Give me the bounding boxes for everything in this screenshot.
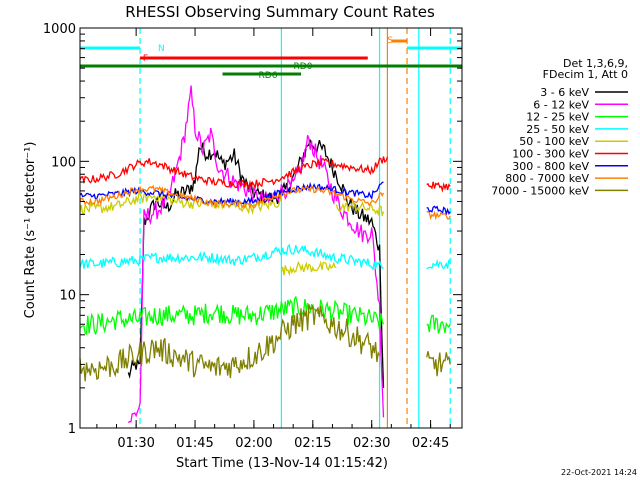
legend-header-line-1: Det 1,3,6,9, [563,57,628,70]
x-tick-label-3: 02:15 [294,436,331,451]
series-line-7-segment-0 [79,184,385,210]
x-tick-label-2: 02:00 [235,436,272,451]
series-line-1-segment-0 [127,85,385,424]
series-line-4-segment-1 [280,260,337,277]
series-line-3-segment-1 [426,258,451,270]
flag-label-1: F [143,54,148,64]
series-line-3-segment-0 [79,243,384,271]
footer-date: 22-Oct-2021 14:24 [561,468,637,477]
flag-label-2: RD0 [294,62,313,72]
series-line-8-segment-1 [426,351,451,377]
x-tick-label-1: 01:45 [176,436,213,451]
legend-label-3: 25 - 50 keV [526,123,589,136]
x-axis-label: Start Time (13-Nov-14 01:15:42) [176,456,388,471]
legend-header-line-2: FDecim 1, Att 0 [543,68,628,81]
series-line-5-segment-1 [426,181,451,193]
series-line-0-segment-0 [127,139,385,388]
chart-title: RHESSI Observing Summary Count Rates [125,3,435,21]
y-tick-label-2: 100 [51,155,76,170]
series-line-5-segment-0 [79,156,389,191]
legend-label-8: 7000 - 15000 keV [491,184,589,197]
series-line-8-segment-0 [79,303,381,382]
legend-label-0: 3 - 6 keV [540,86,589,99]
series-line-2-segment-1 [426,314,451,334]
x-tick-label-4: 02:30 [353,436,390,451]
series-line-7-segment-1 [426,210,451,221]
y-tick-label-0: 1 [68,422,76,437]
legend-label-5: 100 - 300 keV [512,148,589,161]
series-line-4-segment-0 [79,191,283,215]
flag-label-4: S [387,36,393,46]
y-tick-label-3: 1000 [43,22,76,37]
y-tick-label-1: 10 [59,289,76,304]
y-axis-label: Count Rate (s⁻¹ detector⁻¹) [23,142,38,319]
flag-label-3: RD6 [259,71,278,81]
legend-label-1: 6 - 12 keV [533,98,589,111]
plot-frame [79,27,463,429]
legend-label-4: 50 - 100 keV [519,135,589,148]
legend-label-2: 12 - 25 keV [526,111,589,124]
x-tick-label-0: 01:30 [117,436,154,451]
series-line-6-segment-1 [426,205,451,217]
flag-label-0: N [158,44,165,54]
legend-label-6: 300 - 800 keV [512,160,589,173]
series-line-2-segment-0 [79,295,385,336]
x-tick-label-5: 02:45 [412,436,449,451]
legend-label-7: 800 - 7000 keV [505,172,589,185]
series-line-4-segment-2 [335,200,385,217]
